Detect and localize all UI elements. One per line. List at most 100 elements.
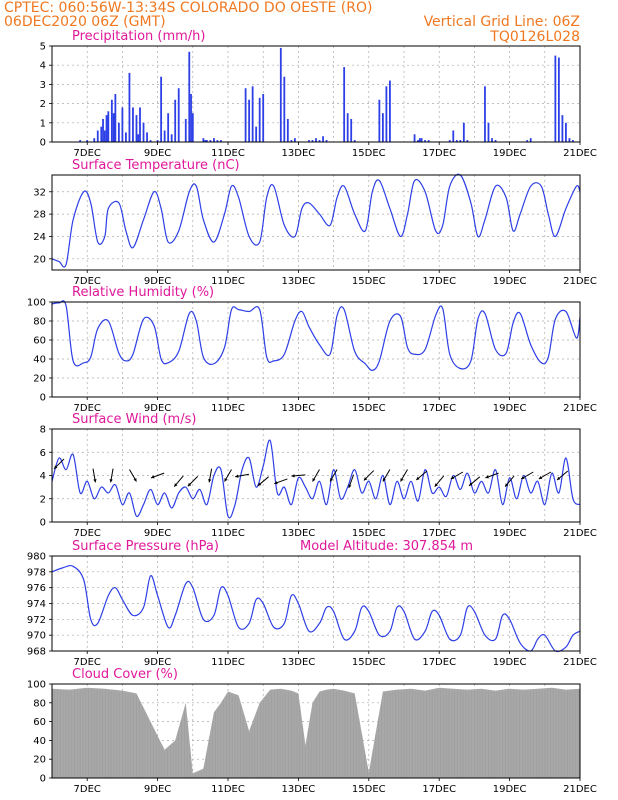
wind-arrow-head: [450, 476, 455, 479]
wind-arrow-head: [133, 478, 137, 482]
wind-ytick-label: 4: [40, 471, 46, 482]
precip-bar: [459, 140, 462, 142]
precip-bar: [350, 118, 353, 142]
precip-bar: [107, 111, 110, 142]
precip-bar: [568, 138, 571, 142]
humidity-panel: Relative Humidity (%) 0 20 40 60 80 100 7DEC 9DE…: [27, 285, 597, 414]
precip-bar: [452, 130, 455, 142]
pressure-ytick-label: 976: [27, 583, 46, 594]
precip-ytick-label: 4: [40, 61, 46, 72]
precip-bar: [112, 113, 115, 142]
precip-bar: [255, 126, 258, 142]
precip-bar: [110, 99, 113, 142]
precip-bar: [86, 140, 89, 142]
wind-arrow-head: [434, 483, 438, 487]
precip-bar: [156, 140, 159, 142]
precip-bar: [202, 138, 205, 142]
precip-bar: [286, 118, 289, 142]
cloud-xtick-label: 13DEC: [282, 784, 316, 795]
cloud-ytick-label: 20: [33, 755, 46, 766]
precip-bar: [244, 88, 247, 142]
precip-bar: [102, 118, 104, 142]
precip-bar: [448, 140, 451, 142]
wind-arrow-head: [400, 478, 404, 482]
cloud-cover-area: [52, 687, 580, 778]
precip-bar: [325, 140, 328, 142]
precip-bar: [213, 138, 215, 142]
pressure-xtick-label: 13DEC: [282, 657, 316, 668]
rh-ytick-label: 100: [27, 298, 46, 309]
precip-bar: [174, 99, 177, 142]
header-date: 06DEC2020 06Z (GMT): [4, 14, 166, 30]
wind-arrow-head: [257, 482, 262, 486]
precip-bar: [561, 115, 564, 142]
rh-xtick-label: 13DEC: [282, 403, 316, 414]
pressure-ytick-label: 970: [27, 631, 46, 642]
precip-bar: [418, 138, 421, 142]
precip-bar: [385, 86, 388, 142]
precip-ytick-label: 1: [40, 118, 46, 129]
precip-bar: [170, 134, 173, 142]
precip-bar: [417, 140, 419, 142]
precip-bar: [163, 130, 166, 142]
rh-xtick-label: 19DEC: [493, 403, 527, 414]
temp-series-line: [51, 173, 581, 268]
precip-bar: [262, 94, 265, 142]
wind-frame: [51, 428, 581, 523]
precip-bar: [420, 138, 423, 142]
precip-bar: [283, 76, 286, 142]
precip-ytick-label: 2: [40, 99, 46, 110]
pressure-xtick-label: 7DEC: [74, 657, 101, 668]
precip-frame: [51, 45, 581, 143]
rh-frame: [51, 301, 581, 398]
precipitation-panel: Precipitation (mm/h) 0 1 2 3 4 5 7DEC 9DEC 11DEC 1…: [40, 29, 597, 159]
precip-bar: [554, 55, 557, 142]
temp-xtick-label: 13DEC: [282, 276, 316, 287]
rh-ytick-label: 40: [33, 355, 46, 366]
pressure-ytick-label: 974: [27, 599, 46, 610]
precip-bar: [258, 97, 261, 142]
cloud-xtick-label: 7DEC: [74, 784, 101, 795]
precip-ytick-label: 0: [40, 138, 46, 149]
precip-bar: [413, 134, 416, 142]
precip-bar: [526, 140, 529, 142]
precip-bar: [378, 99, 381, 142]
precip-bar: [290, 140, 293, 142]
cloud-ytick-label: 0: [40, 774, 46, 785]
wind-arrow-head: [505, 483, 509, 487]
precip-bar: [572, 140, 574, 142]
precip-bar: [318, 140, 321, 142]
precip-bar: [565, 122, 567, 142]
wind-series-line: [51, 439, 581, 519]
precip-bar: [103, 130, 106, 142]
precip-bar: [96, 130, 99, 142]
cloud-xtick-label: 11DEC: [211, 784, 245, 795]
temp-frame: [51, 174, 581, 271]
precip-bar: [557, 57, 560, 142]
temp-ytick-label: 24: [33, 232, 46, 243]
header-location: CPTEC: 060:56W-13:34S COLORADO DO OESTE …: [4, 0, 372, 16]
cloud-xtick-label: 9DEC: [144, 784, 171, 795]
pressure-series-line: [51, 564, 581, 653]
header-grid-note: Vertical Grid Line: 06Z: [424, 14, 580, 30]
wind-arrow-head: [151, 475, 155, 479]
precip-bar: [311, 140, 314, 142]
precip-bar: [160, 76, 163, 142]
precip-bar: [128, 72, 131, 142]
wind-arrow-head: [274, 481, 278, 485]
rh-ytick-label: 20: [33, 374, 46, 385]
precip-bar: [346, 113, 349, 142]
precip-bar: [125, 132, 127, 142]
wind-xtick-label: 13DEC: [282, 528, 316, 539]
precip-xtick-label: 21DEC: [563, 148, 597, 159]
wind-arrow-head: [348, 484, 352, 488]
temp-xtick-label: 21DEC: [563, 276, 597, 287]
cloud-xtick-label: 15DEC: [352, 784, 386, 795]
precip-bar: [293, 138, 296, 142]
precip-xtick-label: 17DEC: [422, 148, 456, 159]
precip-title: Precipitation (mm/h): [72, 29, 205, 44]
wind-arrow-head: [382, 478, 386, 482]
pressure-xtick-label: 11DEC: [211, 657, 245, 668]
wind-xtick-label: 11DEC: [211, 528, 245, 539]
wind-xtick-label: 17DEC: [422, 528, 456, 539]
